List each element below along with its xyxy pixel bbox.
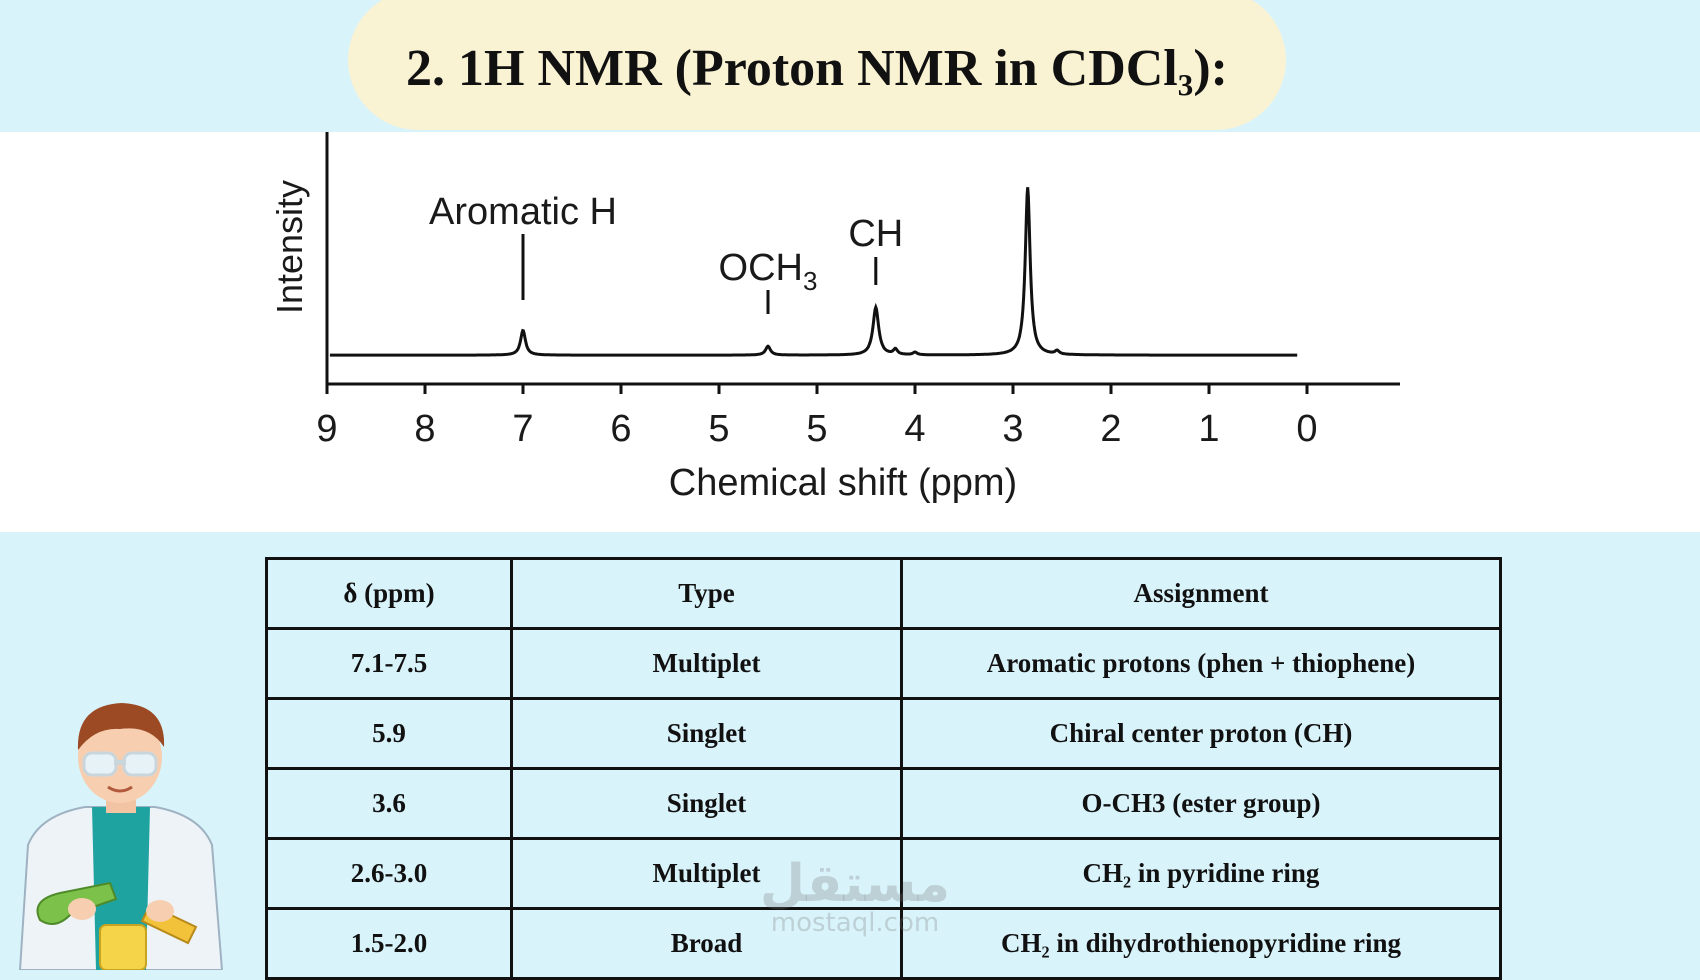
cell-assignment: CH₂ in pyridine ring xyxy=(900,837,1502,910)
cell-assignment: O-CH3 (ester group) xyxy=(900,767,1502,840)
table-row: 7.1-7.5 Multiplet Aromatic protons (phen… xyxy=(265,627,1502,700)
cell-shift: 3.6 xyxy=(265,767,513,840)
watermark-latin: mostaql.com xyxy=(770,908,940,938)
cell-shift: 2.6-3.0 xyxy=(265,837,513,910)
nmr-spectrum-chart: 9 8 7 6 5 5 4 3 2 1 0 Aromatic H OCH3 CH Intensity C… xyxy=(269,132,1400,504)
x-tick-label: 4 xyxy=(904,408,925,450)
x-tick-label: 1 xyxy=(1198,408,1219,450)
x-tick-label: 6 xyxy=(610,408,631,450)
x-tick-label: 9 xyxy=(316,408,337,450)
x-tick-label: 8 xyxy=(414,408,435,450)
cell-shift: 5.9 xyxy=(265,697,513,770)
chart-axes: 9 8 7 6 5 5 4 3 2 1 0 xyxy=(316,132,1400,450)
x-tick-label: 3 xyxy=(1002,408,1023,450)
header-shift: δ (ppm) xyxy=(265,557,513,630)
peak-label: OCH3 xyxy=(719,247,818,296)
header-type: Type xyxy=(510,557,903,630)
cell-shift: 7.1-7.5 xyxy=(265,627,513,700)
page-title: 2. 1H NMR (Proton NMR in CDCl₃): xyxy=(406,39,1228,97)
nmr-assignment-table: δ (ppm) Type Assignment 7.1-7.5 Multiple… xyxy=(265,557,1502,980)
table-row: 5.9 Singlet Chiral center proton (CH) xyxy=(265,697,1502,770)
watermark-arabic: مستقل xyxy=(759,854,951,914)
x-tick-label: 5 xyxy=(708,408,729,450)
x-tick-label: 0 xyxy=(1296,408,1317,450)
title-banner: 2. 1H NMR (Proton NMR in CDCl₃): xyxy=(348,0,1286,130)
x-tick-label: 5 xyxy=(806,408,827,450)
jar-icon xyxy=(99,924,147,970)
cell-type: Singlet xyxy=(510,767,903,840)
x-tick-label: 2 xyxy=(1100,408,1121,450)
table-header-row: δ (ppm) Type Assignment xyxy=(265,557,1502,630)
cell-assignment: CH₂ in dihydrothienopyridine ring xyxy=(900,907,1502,980)
watermark: مستقل mostaql.com xyxy=(745,858,965,936)
peak-label: CH xyxy=(848,213,903,255)
header-assignment: Assignment xyxy=(900,557,1502,630)
table-row: 1.5-2.0 Broad CH₂ in dihydrothienopyridi… xyxy=(265,907,1502,980)
goggles-icon xyxy=(82,751,158,777)
cell-type: Broad xyxy=(510,907,903,980)
cell-type: Multiplet xyxy=(510,837,903,910)
cell-type: Singlet xyxy=(510,697,903,770)
x-tick-label: 7 xyxy=(512,408,533,450)
x-axis-label: Chemical shift (ppm) xyxy=(669,462,1017,504)
table-row: 2.6-3.0 Multiplet CH₂ in pyridine ring xyxy=(265,837,1502,910)
cell-assignment: Chiral center proton (CH) xyxy=(900,697,1502,770)
peak-label: Aromatic H xyxy=(429,191,617,233)
table-row: 3.6 Singlet O-CH3 (ester group) xyxy=(265,767,1502,840)
peak-annotations: Aromatic H OCH3 CH xyxy=(429,191,903,314)
cell-shift: 1.5-2.0 xyxy=(265,907,513,980)
y-axis-label: Intensity xyxy=(269,180,310,314)
nmr-spectrum-panel: 9 8 7 6 5 5 4 3 2 1 0 Aromatic H OCH3 CH Intensity C… xyxy=(0,132,1700,532)
spectrum-line xyxy=(329,187,1298,357)
scientist-illustration xyxy=(18,703,224,970)
cell-type: Multiplet xyxy=(510,627,903,700)
cell-assignment: Aromatic protons (phen + thiophene) xyxy=(900,627,1502,700)
